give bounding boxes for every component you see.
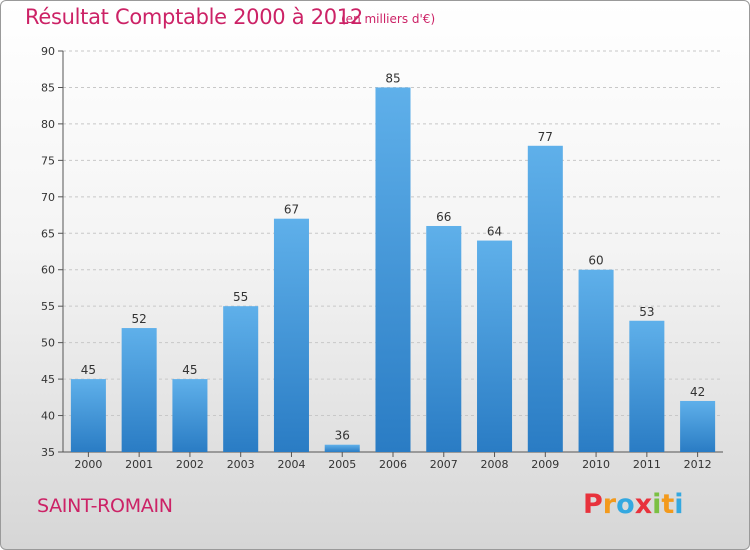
bar — [426, 225, 462, 452]
x-tick-label: 2005 — [328, 458, 356, 471]
logo-letter: t — [661, 489, 675, 520]
x-tick-label: 2007 — [430, 458, 458, 471]
data-label: 42 — [690, 385, 705, 399]
y-tick-label: 35 — [41, 446, 55, 459]
data-label: 60 — [588, 254, 603, 268]
bar — [375, 87, 411, 453]
x-tick-label: 2003 — [227, 458, 255, 471]
x-tick-label: 2011 — [633, 458, 661, 471]
y-tick-label: 70 — [41, 191, 55, 204]
x-tick-label: 2001 — [125, 458, 153, 471]
proxiti-logo: Proxiti — [583, 489, 684, 520]
bar — [70, 379, 106, 452]
y-tick-label: 60 — [41, 264, 55, 277]
logo-letter: P — [583, 489, 603, 520]
y-tick-label: 85 — [41, 81, 55, 94]
bar — [223, 306, 259, 452]
y-tick-label: 90 — [41, 45, 55, 58]
logo-letter: r — [602, 489, 617, 520]
y-tick-label: 50 — [41, 337, 55, 350]
data-label: 77 — [538, 130, 553, 144]
y-tick-label: 65 — [41, 227, 55, 240]
x-tick-label: 2008 — [481, 458, 509, 471]
x-tick-label: 2006 — [379, 458, 407, 471]
y-tick-label: 40 — [41, 410, 55, 423]
bar — [680, 400, 716, 452]
chart-title: Résultat Comptable 2000 à 2012 — [25, 5, 363, 29]
bars: 45 52 45 55 67 36 85 66 64 77 60 53 42 — [70, 71, 716, 453]
bar — [324, 444, 360, 452]
bar — [273, 218, 309, 452]
y-tick-label: 55 — [41, 300, 55, 313]
bar — [477, 240, 513, 452]
data-label: 52 — [132, 312, 147, 326]
x-tick-label: 2010 — [582, 458, 610, 471]
data-label: 53 — [639, 305, 654, 319]
logo-letter: i — [674, 489, 684, 520]
bar — [172, 379, 208, 452]
data-label: 45 — [182, 363, 197, 377]
bar — [121, 328, 157, 452]
data-label: 36 — [335, 429, 350, 443]
logo-letter: i — [652, 489, 662, 520]
logo-letter: x — [634, 489, 653, 520]
x-tick-label: 2004 — [277, 458, 305, 471]
y-tick-label: 75 — [41, 154, 55, 167]
x-tick-label: 2012 — [684, 458, 712, 471]
town-name: SAINT-ROMAIN — [37, 495, 173, 517]
logo-letter: o — [616, 489, 635, 520]
x-tick-label: 2009 — [531, 458, 559, 471]
x-tick-labels: 2000 2001 2002 2003 2004 2005 2006 2007 2008 2009… — [74, 458, 711, 471]
bar — [527, 145, 563, 453]
x-tick-label: 2002 — [176, 458, 204, 471]
chart-subtitle: (en milliers d'€) — [341, 12, 436, 26]
x-tick-label: 2000 — [74, 458, 102, 471]
y-tick-labels: 35 40 45 50 55 60 65 70 75 80 85 90 — [41, 45, 55, 459]
data-label: 85 — [385, 71, 400, 85]
y-tick-label: 45 — [41, 373, 55, 386]
data-label: 67 — [284, 203, 299, 217]
bar — [578, 269, 614, 452]
data-label: 55 — [233, 290, 248, 304]
data-label: 64 — [487, 225, 502, 239]
y-tick-label: 80 — [41, 118, 55, 131]
data-label: 66 — [436, 210, 451, 224]
bar — [629, 320, 665, 452]
data-label: 45 — [81, 363, 96, 377]
